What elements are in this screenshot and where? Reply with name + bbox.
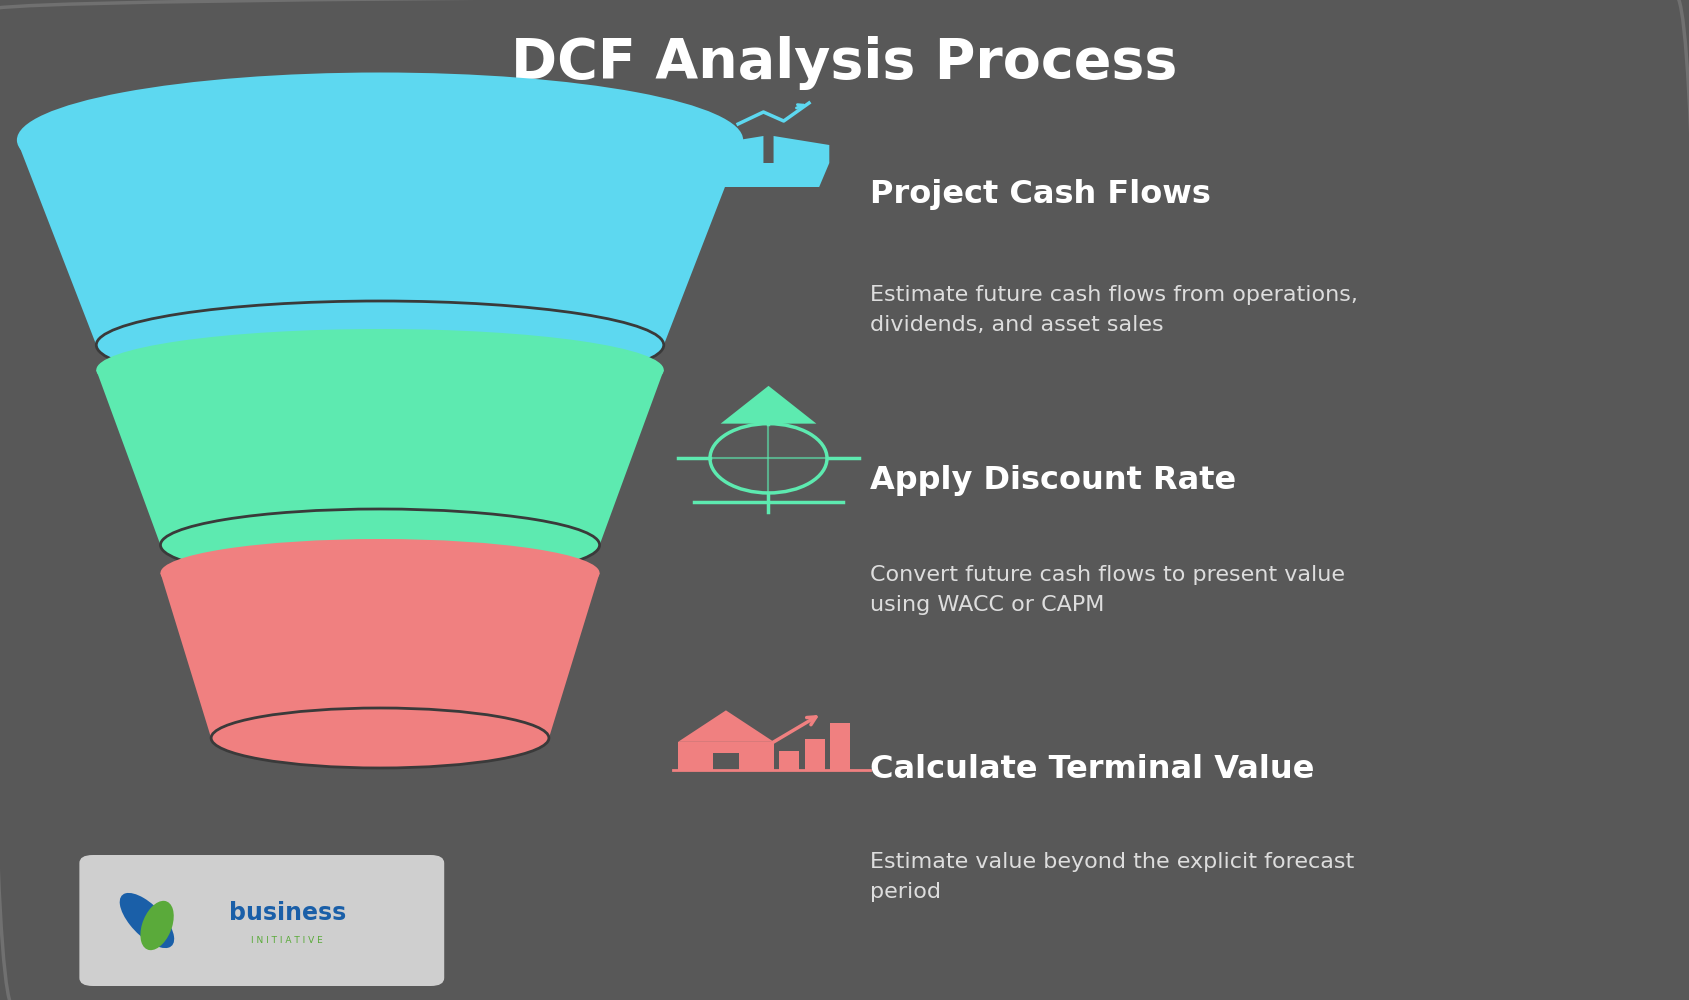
Ellipse shape [17, 73, 743, 208]
Text: Calculate Terminal Value: Calculate Terminal Value [870, 754, 1314, 786]
Text: Estimate future cash flows from operations,
dividends, and asset sales: Estimate future cash flows from operatio… [870, 285, 1358, 335]
Polygon shape [17, 140, 743, 345]
Polygon shape [96, 370, 664, 545]
Polygon shape [721, 386, 816, 424]
Polygon shape [708, 163, 829, 187]
Polygon shape [677, 710, 774, 742]
Ellipse shape [211, 708, 549, 768]
FancyBboxPatch shape [779, 751, 799, 770]
Ellipse shape [140, 901, 174, 950]
Text: business: business [228, 900, 346, 924]
Text: Convert future cash flows to present value
using WACC or CAPM: Convert future cash flows to present val… [870, 565, 1344, 615]
Text: Project Cash Flows: Project Cash Flows [870, 180, 1211, 211]
Polygon shape [160, 573, 600, 738]
Text: Apply Discount Rate: Apply Discount Rate [870, 464, 1236, 495]
FancyBboxPatch shape [713, 753, 740, 770]
Ellipse shape [160, 539, 600, 607]
Text: I N I T I A T I V E: I N I T I A T I V E [252, 936, 323, 945]
Polygon shape [774, 136, 829, 163]
Polygon shape [708, 136, 763, 163]
Ellipse shape [160, 509, 600, 581]
Ellipse shape [120, 893, 174, 948]
Text: DCF Analysis Process: DCF Analysis Process [512, 36, 1177, 90]
Ellipse shape [96, 329, 664, 411]
Text: Estimate value beyond the explicit forecast
period: Estimate value beyond the explicit forec… [870, 852, 1355, 902]
FancyBboxPatch shape [804, 739, 824, 770]
FancyBboxPatch shape [79, 855, 444, 986]
FancyBboxPatch shape [677, 742, 774, 770]
FancyBboxPatch shape [831, 723, 851, 770]
Ellipse shape [96, 301, 664, 389]
